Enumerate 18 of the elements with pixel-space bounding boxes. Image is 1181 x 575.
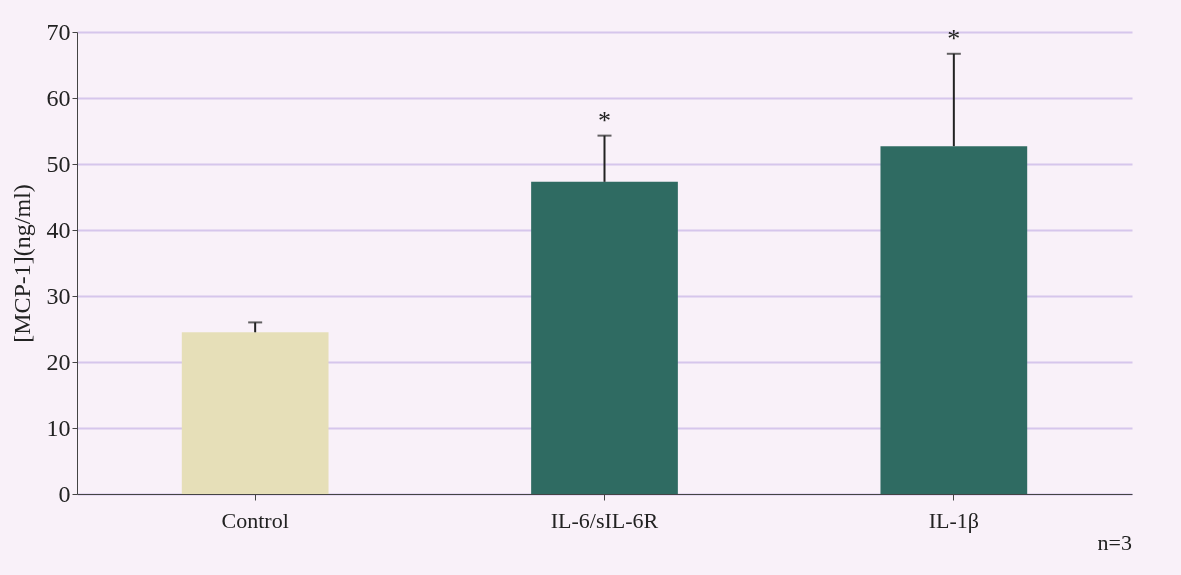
y-tick-label: 70 bbox=[46, 18, 71, 45]
y-tick-label: 0 bbox=[58, 480, 71, 507]
bar bbox=[531, 181, 678, 494]
y-tick-label: 40 bbox=[46, 216, 71, 243]
annotation: * bbox=[598, 105, 611, 135]
y-tick-label: 30 bbox=[46, 282, 71, 309]
y-tick-label: 50 bbox=[46, 150, 71, 177]
x-tick-label: IL-6/sIL-6R bbox=[550, 507, 659, 533]
x-tick-label: IL-1β bbox=[928, 507, 979, 533]
text: n=3 bbox=[1097, 530, 1132, 555]
y-axis-title: [MCP-1](ng/ml) bbox=[8, 184, 35, 343]
y-tick-label: 20 bbox=[46, 348, 71, 375]
x-tick-label: Control bbox=[221, 507, 289, 533]
y-tick-label: 60 bbox=[46, 84, 71, 111]
annotation: * bbox=[947, 23, 961, 53]
bar bbox=[181, 332, 329, 494]
y-tick-label: 10 bbox=[46, 414, 71, 441]
bar bbox=[880, 146, 1028, 494]
